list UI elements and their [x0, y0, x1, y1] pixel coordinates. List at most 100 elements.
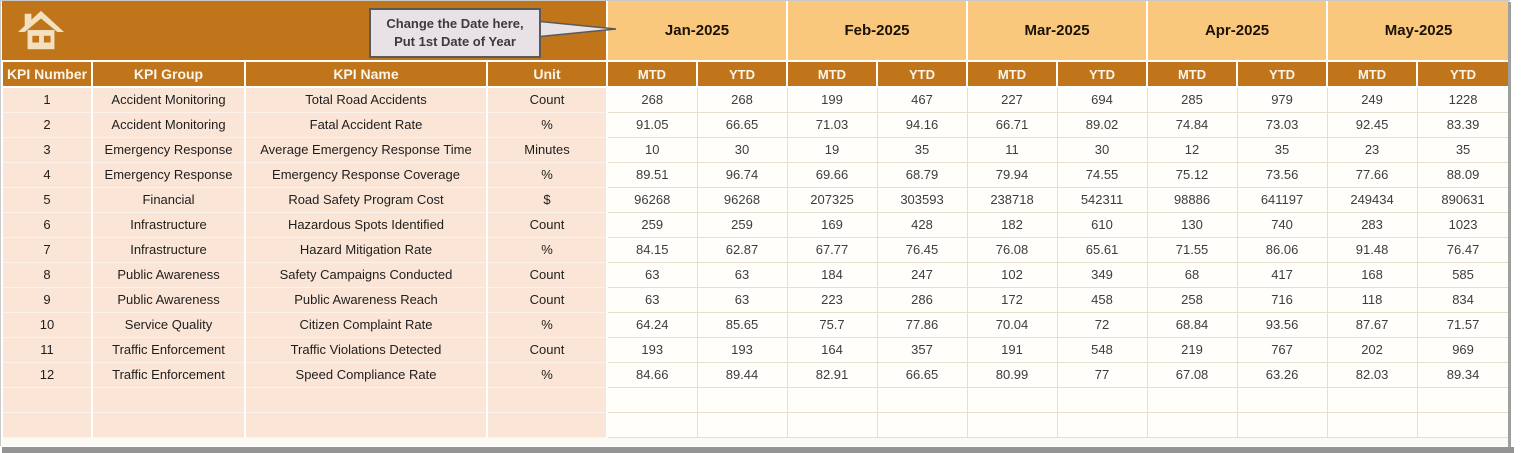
kpi-value-cell[interactable]: 207325 — [786, 186, 878, 213]
kpi-value-cell[interactable]: 268 — [606, 86, 698, 113]
kpi-value-cell[interactable]: 76.45 — [876, 236, 968, 263]
kpi-unit-cell[interactable]: Count — [486, 336, 608, 363]
kpi-number-cell[interactable]: 11 — [1, 336, 93, 363]
kpi-value-cell[interactable] — [1056, 411, 1148, 438]
kpi-value-cell[interactable]: 118 — [1326, 286, 1418, 313]
kpi-value-cell[interactable]: 349 — [1056, 261, 1148, 288]
kpi-value-cell[interactable]: 1228 — [1416, 86, 1510, 113]
kpi-value-cell[interactable]: 35 — [1416, 136, 1510, 163]
kpi-value-cell[interactable]: 89.34 — [1416, 361, 1510, 388]
kpi-group-cell[interactable]: Infrastructure — [91, 236, 246, 263]
kpi-unit-cell[interactable]: Minutes — [486, 136, 608, 163]
kpi-value-cell[interactable]: 172 — [966, 286, 1058, 313]
kpi-value-cell[interactable] — [606, 386, 698, 413]
kpi-value-cell[interactable]: 82.03 — [1326, 361, 1418, 388]
kpi-group-cell[interactable]: Financial — [91, 186, 246, 213]
kpi-value-cell[interactable]: 71.57 — [1416, 311, 1510, 338]
kpi-value-cell[interactable] — [1236, 411, 1328, 438]
kpi-value-cell[interactable]: 68.79 — [876, 161, 968, 188]
kpi-value-cell[interactable]: 76.47 — [1416, 236, 1510, 263]
kpi-value-cell[interactable]: 89.51 — [606, 161, 698, 188]
kpi-value-cell[interactable]: 85.65 — [696, 311, 788, 338]
kpi-value-cell[interactable] — [606, 411, 698, 438]
kpi-unit-cell[interactable]: % — [486, 361, 608, 388]
kpi-value-cell[interactable]: 83.39 — [1416, 111, 1510, 138]
kpi-group-cell[interactable]: Infrastructure — [91, 211, 246, 238]
kpi-name-cell[interactable]: Hazard Mitigation Rate — [244, 236, 488, 263]
kpi-unit-cell[interactable]: $ — [486, 186, 608, 213]
kpi-value-cell[interactable]: 76.08 — [966, 236, 1058, 263]
kpi-unit-cell[interactable] — [486, 386, 608, 413]
kpi-value-cell[interactable]: 610 — [1056, 211, 1148, 238]
kpi-value-cell[interactable]: 75.12 — [1146, 161, 1238, 188]
kpi-value-cell[interactable]: 96.74 — [696, 161, 788, 188]
kpi-value-cell[interactable]: 35 — [876, 136, 968, 163]
kpi-value-cell[interactable]: 428 — [876, 211, 968, 238]
subcol-header-cell[interactable]: YTD — [1236, 61, 1329, 88]
kpi-value-cell[interactable]: 91.05 — [606, 111, 698, 138]
kpi-value-cell[interactable] — [1416, 411, 1510, 438]
subcol-header-cell[interactable]: MTD — [1326, 61, 1419, 88]
kpi-value-cell[interactable]: 12 — [1146, 136, 1238, 163]
kpi-value-cell[interactable]: 94.16 — [876, 111, 968, 138]
kpi-value-cell[interactable]: 285 — [1146, 86, 1238, 113]
kpi-value-cell[interactable]: 303593 — [876, 186, 968, 213]
kpi-number-cell[interactable]: 9 — [1, 286, 93, 313]
kpi-name-cell[interactable]: Emergency Response Coverage — [244, 161, 488, 188]
kpi-name-cell[interactable]: Road Safety Program Cost — [244, 186, 488, 213]
kpi-number-cell[interactable]: 8 — [1, 261, 93, 288]
kpi-value-cell[interactable]: 68 — [1146, 261, 1238, 288]
kpi-group-cell[interactable]: Accident Monitoring — [91, 86, 246, 113]
kpi-number-cell[interactable]: 6 — [1, 211, 93, 238]
kpi-value-cell[interactable] — [1416, 386, 1510, 413]
kpi-value-cell[interactable]: 10 — [606, 136, 698, 163]
subcol-header-cell[interactable]: YTD — [1056, 61, 1149, 88]
kpi-value-cell[interactable]: 66.65 — [696, 111, 788, 138]
kpi-value-cell[interactable]: 77.86 — [876, 311, 968, 338]
kpi-name-cell[interactable]: Average Emergency Response Time — [244, 136, 488, 163]
kpi-value-cell[interactable]: 66.65 — [876, 361, 968, 388]
kpi-value-cell[interactable]: 548 — [1056, 336, 1148, 363]
kpi-name-cell[interactable]: Public Awareness Reach — [244, 286, 488, 313]
kpi-group-cell[interactable]: Emergency Response — [91, 136, 246, 163]
kpi-value-cell[interactable]: 259 — [696, 211, 788, 238]
column-header-kpi-group[interactable]: KPI Group — [91, 61, 246, 88]
kpi-value-cell[interactable]: 168 — [1326, 261, 1418, 288]
month-header-cell[interactable]: May-2025 — [1326, 1, 1510, 62]
kpi-name-cell[interactable]: Total Road Accidents — [244, 86, 488, 113]
kpi-value-cell[interactable]: 68.84 — [1146, 311, 1238, 338]
month-header-cell[interactable]: Feb-2025 — [785, 1, 968, 62]
subcol-header-cell[interactable]: YTD — [875, 61, 969, 88]
kpi-value-cell[interactable]: 63 — [696, 261, 788, 288]
kpi-value-cell[interactable] — [1326, 411, 1418, 438]
kpi-value-cell[interactable]: 694 — [1056, 86, 1148, 113]
kpi-number-cell[interactable] — [1, 411, 93, 438]
kpi-value-cell[interactable]: 193 — [606, 336, 698, 363]
kpi-number-cell[interactable]: 7 — [1, 236, 93, 263]
kpi-value-cell[interactable]: 458 — [1056, 286, 1148, 313]
kpi-unit-cell[interactable]: % — [486, 161, 608, 188]
kpi-group-cell[interactable]: Traffic Enforcement — [91, 336, 246, 363]
kpi-value-cell[interactable]: 89.44 — [696, 361, 788, 388]
kpi-value-cell[interactable] — [786, 386, 878, 413]
kpi-number-cell[interactable]: 5 — [1, 186, 93, 213]
kpi-name-cell[interactable] — [244, 386, 488, 413]
column-header-kpi-name[interactable]: KPI Name — [244, 61, 488, 88]
kpi-value-cell[interactable]: 19 — [786, 136, 878, 163]
kpi-value-cell[interactable]: 93.56 — [1236, 311, 1328, 338]
kpi-unit-cell[interactable] — [486, 411, 608, 438]
kpi-value-cell[interactable]: 23 — [1326, 136, 1418, 163]
kpi-value-cell[interactable]: 890631 — [1416, 186, 1510, 213]
kpi-value-cell[interactable]: 11 — [966, 136, 1058, 163]
kpi-value-cell[interactable]: 96268 — [606, 186, 698, 213]
kpi-name-cell[interactable] — [244, 411, 488, 438]
kpi-value-cell[interactable]: 87.67 — [1326, 311, 1418, 338]
kpi-unit-cell[interactable]: % — [486, 311, 608, 338]
kpi-value-cell[interactable]: 227 — [966, 86, 1058, 113]
kpi-group-cell[interactable]: Public Awareness — [91, 261, 246, 288]
kpi-value-cell[interactable]: 223 — [786, 286, 878, 313]
kpi-value-cell[interactable]: 249434 — [1326, 186, 1418, 213]
kpi-name-cell[interactable]: Traffic Violations Detected — [244, 336, 488, 363]
kpi-value-cell[interactable]: 641197 — [1236, 186, 1328, 213]
kpi-value-cell[interactable]: 98886 — [1146, 186, 1238, 213]
